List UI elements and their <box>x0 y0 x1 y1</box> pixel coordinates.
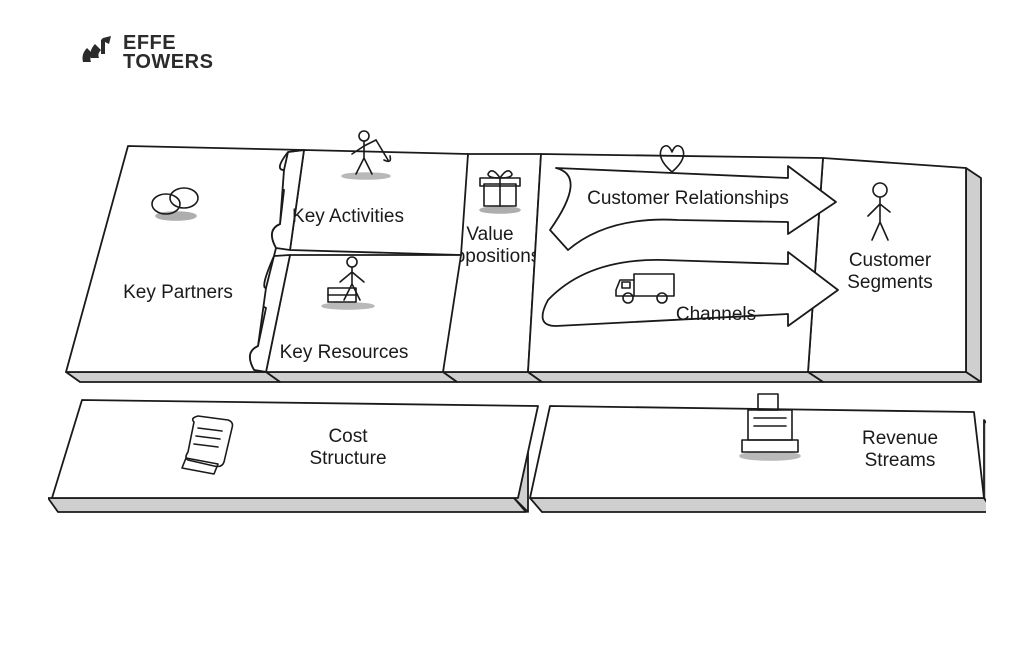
key-partners-label: Key Partners <box>123 282 233 303</box>
logo-text: EFFE TOWERS <box>123 34 213 72</box>
block-cost-structure: Cost Structure <box>48 400 538 512</box>
block-customer-segments: Customer Segments <box>808 158 981 382</box>
customer-relationships-label: Customer Relationships <box>587 188 789 209</box>
brand-logo: EFFE TOWERS <box>75 32 213 74</box>
block-key-resources: Key Resources <box>250 255 461 382</box>
revenue-streams-label-2: Streams <box>865 450 936 471</box>
business-model-canvas: Customer Segments Value Propositions Cus… <box>48 130 986 610</box>
revenue-streams-label-1: Revenue <box>862 428 938 449</box>
block-revenue-streams: Revenue Streams <box>530 394 986 512</box>
value-propositions-label-1: Value <box>466 224 513 245</box>
key-resources-label: Key Resources <box>280 342 409 363</box>
block-relationships-channels: Customer Relationships Channels <box>528 146 838 382</box>
canvas-svg: Customer Segments Value Propositions Cus… <box>48 130 986 610</box>
logo-icon <box>75 32 117 74</box>
cost-structure-label-2: Structure <box>309 448 386 469</box>
key-activities-label: Key Activities <box>292 206 404 227</box>
logo-line-2: TOWERS <box>123 53 213 72</box>
customer-segments-label-1: Customer <box>849 250 932 271</box>
channels-label: Channels <box>676 304 756 325</box>
customer-segments-label-2: Segments <box>847 272 933 293</box>
cost-structure-label-1: Cost <box>328 426 368 447</box>
